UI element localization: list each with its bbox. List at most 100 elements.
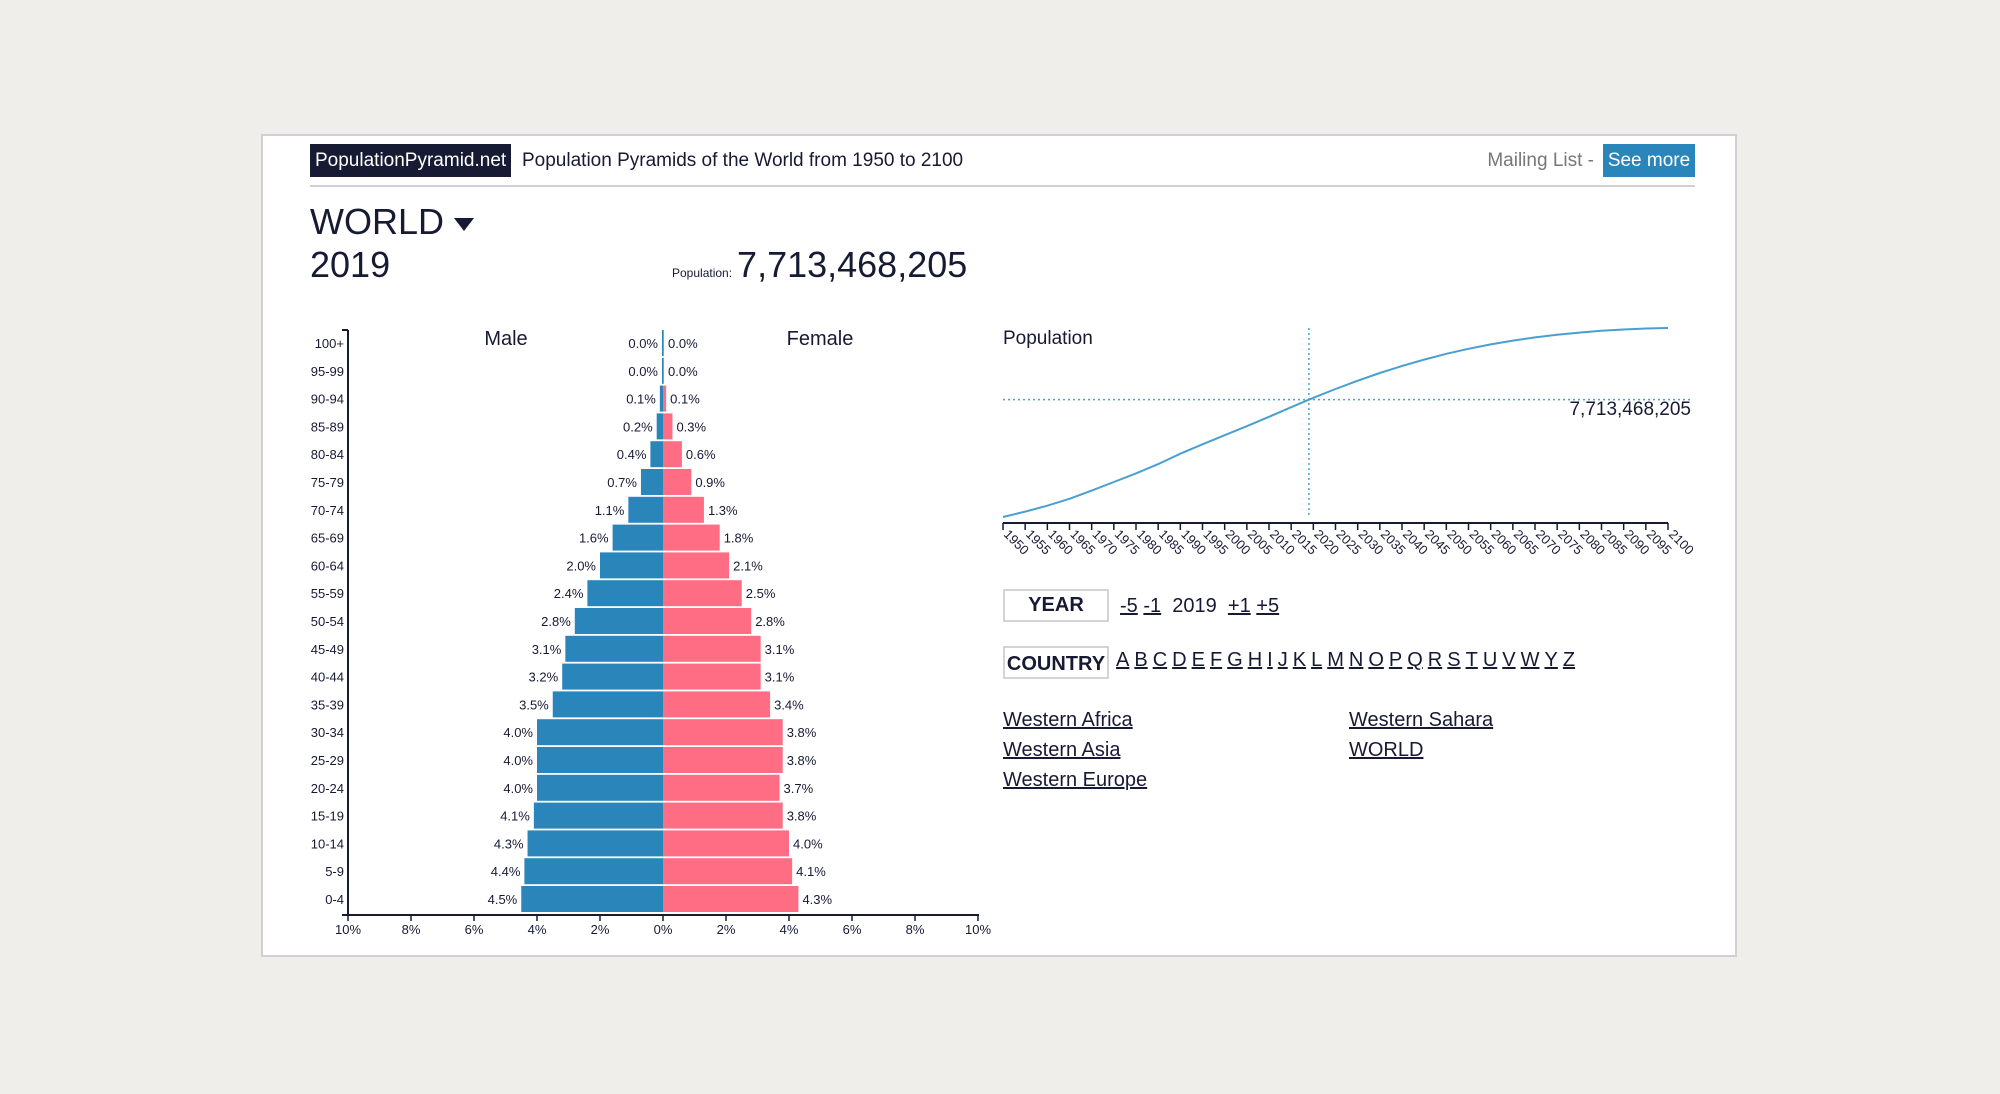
male-value-label: 3.5% [519, 697, 549, 712]
male-value-label: 1.1% [595, 503, 625, 518]
region-link[interactable]: Western Africa [1003, 709, 1133, 731]
male-value-label: 0.1% [626, 392, 656, 407]
female-bar [663, 413, 673, 440]
main-card [261, 134, 1737, 957]
year-label: YEAR [1003, 589, 1109, 622]
x-tick-label: 4% [780, 922, 799, 937]
male-value-label: 3.1% [532, 642, 562, 657]
female-value-label: 1.8% [724, 531, 754, 546]
see-more-button[interactable]: See more [1603, 144, 1695, 177]
female-value-label: 3.1% [765, 670, 795, 685]
male-bar [537, 719, 663, 746]
age-group-label: 0-4 [325, 892, 344, 907]
letter-link-y[interactable]: Y [1544, 649, 1558, 671]
female-value-label: 1.3% [708, 503, 738, 518]
female-value-label: 4.0% [793, 836, 823, 851]
female-value-label: 3.8% [787, 809, 817, 824]
female-bar [663, 719, 783, 746]
female-value-label: 2.1% [733, 558, 763, 573]
male-value-label: 0.2% [623, 419, 653, 434]
letter-link-p[interactable]: P [1388, 649, 1403, 671]
female-bar [663, 858, 793, 885]
letter-link-k[interactable]: K [1292, 649, 1307, 671]
letter-link-n[interactable]: N [1348, 649, 1364, 671]
male-bar [659, 385, 663, 412]
letter-link-v[interactable]: V [1502, 649, 1516, 671]
female-value-label: 0.1% [670, 392, 700, 407]
letter-link-m[interactable]: M [1327, 649, 1344, 671]
letter-link-i[interactable]: I [1267, 649, 1273, 671]
male-value-label: 4.4% [491, 864, 521, 879]
female-value-label: 3.1% [765, 642, 795, 657]
male-bar [524, 858, 663, 885]
letter-link-f[interactable]: F [1209, 649, 1223, 671]
female-bar [663, 385, 667, 412]
female-bar [663, 663, 761, 690]
letter-link-c[interactable]: C [1152, 649, 1168, 671]
male-value-label: 4.0% [503, 725, 533, 740]
male-bar [612, 524, 663, 551]
letter-link-q[interactable]: Q [1407, 649, 1423, 671]
male-value-label: 0.7% [607, 475, 637, 490]
region-link[interactable]: Western Asia [1003, 739, 1121, 761]
country-selector[interactable]: WORLD [310, 200, 474, 244]
letter-link-d[interactable]: D [1172, 649, 1187, 671]
female-value-label: 2.5% [746, 586, 776, 601]
region-link[interactable]: Western Europe [1003, 769, 1148, 791]
year-minus-1-link[interactable]: -1 [1143, 595, 1162, 617]
male-value-label: 4.3% [494, 836, 524, 851]
letter-link-t[interactable]: T [1465, 649, 1478, 671]
female-value-label: 0.9% [695, 475, 725, 490]
letter-link-s[interactable]: S [1447, 649, 1461, 671]
female-value-label: 4.1% [796, 864, 826, 879]
female-bar [663, 552, 730, 579]
year-value: 2019 [1172, 595, 1217, 617]
year-plus-5-link[interactable]: +5 [1256, 595, 1280, 617]
letter-link-w[interactable]: W [1520, 649, 1540, 671]
letter-link-b[interactable]: B [1134, 649, 1148, 671]
country-name: WORLD [310, 201, 444, 242]
letter-link-r[interactable]: R [1427, 649, 1443, 671]
age-group-label: 70-74 [311, 503, 344, 518]
female-label: Female [787, 328, 854, 350]
population-line [1002, 327, 1669, 518]
male-bar [574, 608, 663, 634]
letter-link-j[interactable]: J [1277, 649, 1288, 671]
male-value-label: 0.0% [628, 336, 658, 351]
letter-link-o[interactable]: O [1368, 649, 1384, 671]
age-group-label: 25-29 [311, 753, 344, 768]
male-bar [562, 663, 663, 690]
region-link[interactable]: WORLD [1349, 739, 1424, 761]
letter-link-e[interactable]: E [1191, 649, 1205, 671]
letter-link-z[interactable]: Z [1562, 649, 1576, 671]
male-value-label: 3.2% [529, 670, 559, 685]
letter-link-l[interactable]: L [1311, 649, 1323, 671]
male-bar [527, 830, 663, 857]
current-year: 2019 [310, 244, 391, 285]
male-label: Male [484, 328, 527, 350]
male-bar [533, 802, 663, 829]
female-bar [663, 635, 761, 662]
country-label: COUNTRY [1003, 646, 1109, 679]
letter-link-a[interactable]: A [1116, 649, 1130, 671]
site-logo[interactable]: PopulationPyramid.net [310, 144, 512, 177]
female-value-label: 0.0% [668, 336, 698, 351]
letter-link-g[interactable]: G [1227, 649, 1243, 671]
letter-link-u[interactable]: U [1482, 649, 1498, 671]
region-link[interactable]: Western Sahara [1349, 709, 1494, 731]
female-bar [663, 774, 780, 801]
year-plus-1-link[interactable]: +1 [1227, 595, 1251, 617]
age-group-label: 65-69 [311, 531, 344, 546]
region-list-col2: Western Sahara WORLD [1349, 706, 1493, 766]
letter-link-h[interactable]: H [1247, 649, 1263, 671]
year-minus-5-link[interactable]: -5 [1120, 595, 1138, 617]
x-tick-label: 10% [965, 922, 991, 937]
population-value: 7,713,468,205 [737, 244, 968, 285]
age-group-label: 75-79 [311, 475, 344, 490]
x-tick-label: 8% [402, 922, 421, 937]
age-group-label: 45-49 [311, 642, 344, 657]
female-bar [663, 441, 682, 468]
male-value-label: 4.1% [500, 809, 530, 824]
age-group-label: 60-64 [311, 558, 344, 573]
x-tick-label: 6% [465, 922, 484, 937]
